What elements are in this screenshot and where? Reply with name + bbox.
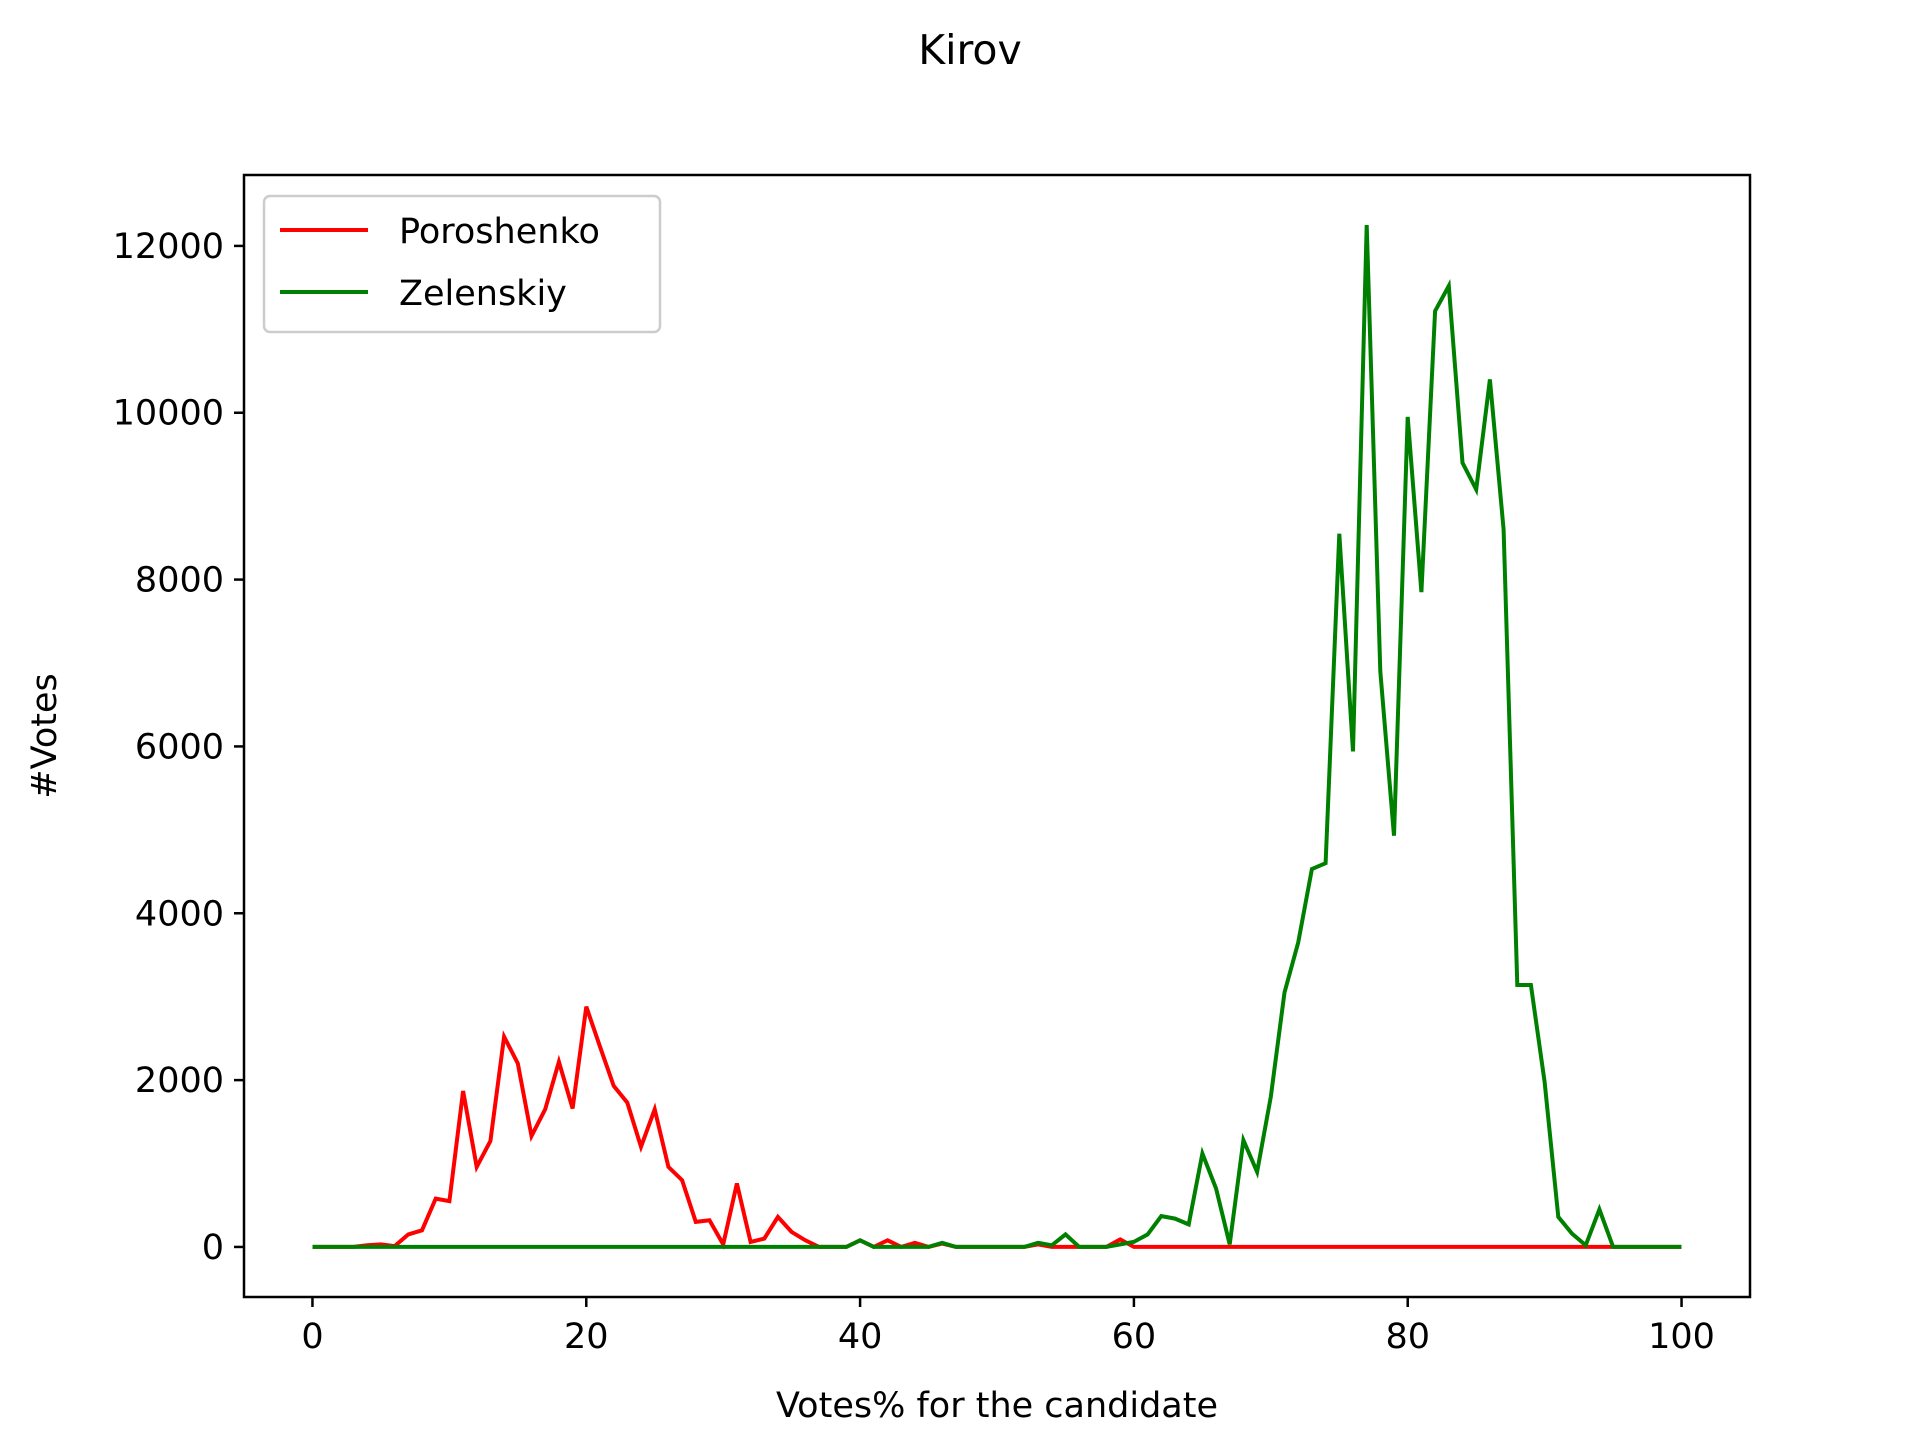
x-tick-label: 20	[564, 1317, 609, 1357]
x-tick-label: 60	[1112, 1317, 1157, 1357]
y-tick-label: 12000	[113, 227, 224, 267]
y-tick-label: 4000	[135, 894, 224, 934]
y-tick-label: 6000	[135, 727, 224, 767]
legend: Poroshenko Zelenskiy	[262, 194, 662, 334]
series-layer	[312, 225, 1682, 1250]
y-tick-label: 10000	[113, 394, 224, 434]
legend-label-poroshenko: Poroshenko	[399, 212, 600, 252]
series-line-zelenskiy	[312, 225, 1682, 1249]
x-tick-label: 0	[301, 1317, 323, 1357]
y-axis-ticks: 0 2000 4000 6000 8000 10000 12000	[113, 227, 244, 1268]
legend-label-zelenskiy: Zelenskiy	[399, 274, 567, 314]
y-tick-label: 0	[202, 1228, 224, 1268]
x-tick-label: 100	[1648, 1317, 1715, 1357]
x-axis-label: Votes% for the candidate	[776, 1386, 1218, 1426]
y-axis-label: #Votes	[25, 673, 65, 798]
x-axis-ticks: 0 20 40 60 80 100	[301, 1297, 1715, 1357]
x-tick-label: 40	[838, 1317, 883, 1357]
chart-title: Kirov	[918, 26, 1022, 74]
x-tick-label: 80	[1385, 1317, 1430, 1357]
y-tick-label: 8000	[135, 561, 224, 601]
plot-frame	[242, 173, 1752, 1299]
y-tick-label: 2000	[135, 1061, 224, 1101]
